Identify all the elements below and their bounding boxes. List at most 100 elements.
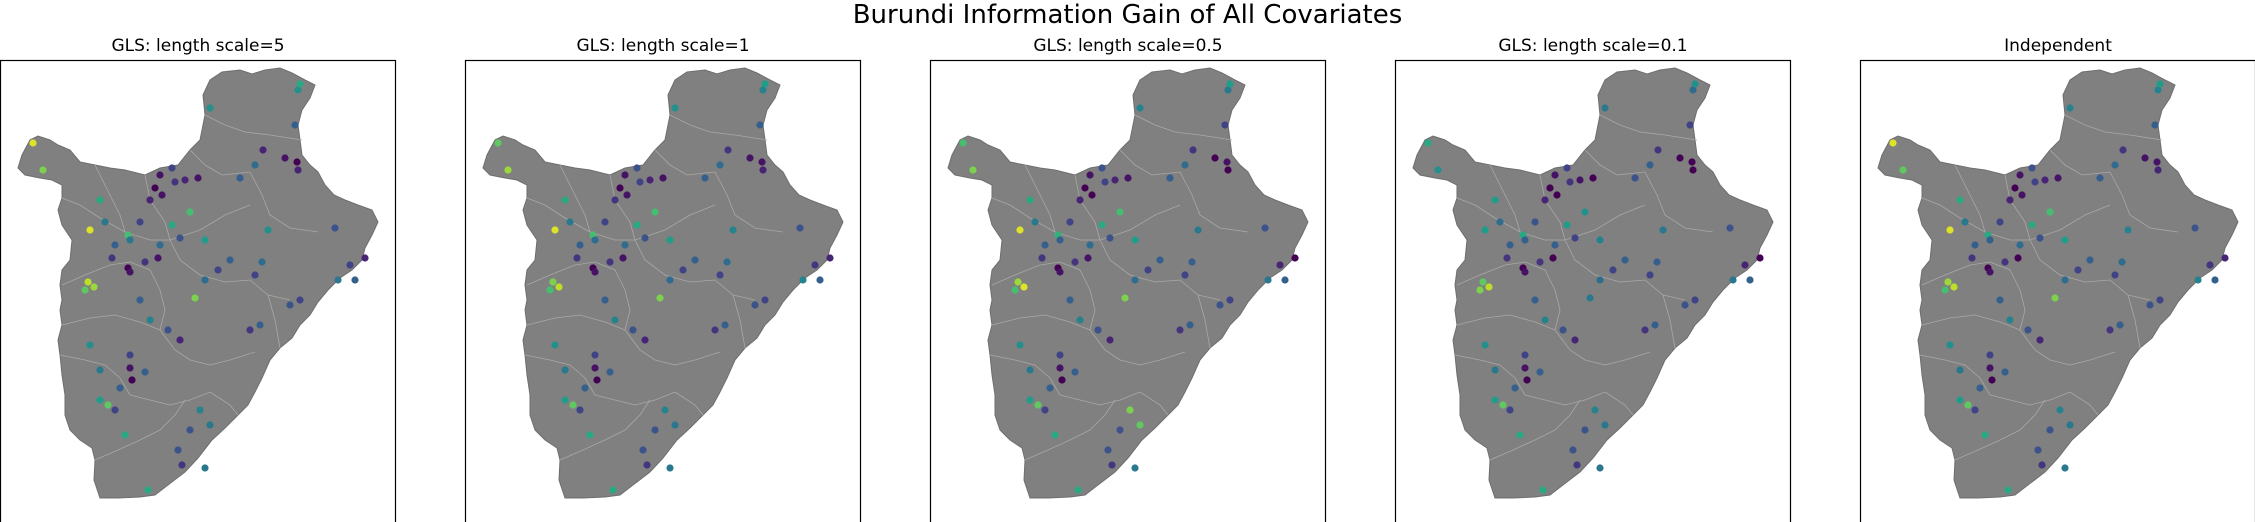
- data-point: [1956, 366, 1964, 374]
- data-point: [601, 296, 609, 304]
- data-point: [1601, 104, 1609, 112]
- data-point: [1563, 221, 1571, 229]
- data-point: [126, 268, 134, 276]
- data-point: [1076, 196, 1084, 204]
- data-point: [1056, 236, 1064, 244]
- data-point: [646, 176, 654, 184]
- data-point: [178, 461, 186, 469]
- data-point: [1689, 166, 1697, 174]
- data-point: [214, 266, 222, 274]
- data-point: [611, 316, 619, 324]
- data-point: [1596, 464, 1604, 472]
- data-point: [1106, 336, 1114, 344]
- data-point: [2106, 326, 2114, 334]
- data-point: [293, 158, 301, 166]
- data-point: [1106, 234, 1114, 242]
- data-point: [2096, 174, 2104, 182]
- data-point: [168, 221, 176, 229]
- data-point: [108, 254, 116, 262]
- data-point: [1956, 396, 1964, 404]
- data-point: [1988, 376, 1996, 384]
- data-point: [236, 174, 244, 182]
- data-point: [546, 286, 554, 294]
- data-point: [621, 171, 629, 179]
- data-point: [2011, 184, 2019, 192]
- province-border: [1921, 197, 2111, 241]
- data-point: [601, 218, 609, 226]
- data-point: [1156, 256, 1164, 264]
- province-border: [1139, 391, 1169, 416]
- data-point: [561, 396, 569, 404]
- panel-4: [1394, 59, 1792, 522]
- data-point: [1221, 121, 1229, 129]
- data-point: [1506, 241, 1514, 249]
- data-point: [1111, 176, 1119, 184]
- data-point: [104, 401, 112, 409]
- data-point: [1576, 176, 1584, 184]
- data-point: [1121, 294, 1129, 302]
- data-point: [1020, 283, 1028, 291]
- province-border: [59, 354, 131, 396]
- data-point: [1516, 431, 1524, 439]
- data-point: [1659, 226, 1667, 234]
- data-point: [1569, 446, 1577, 454]
- data-point: [636, 178, 644, 186]
- data-point: [2146, 301, 2154, 309]
- data-point: [264, 226, 272, 234]
- data-point: [39, 166, 47, 174]
- data-point: [86, 341, 94, 349]
- data-point: [1946, 341, 1954, 349]
- data-point: [2046, 208, 2054, 216]
- data-point: [176, 234, 184, 242]
- data-point: [691, 256, 699, 264]
- data-point: [101, 218, 109, 226]
- data-point: [1186, 321, 1194, 329]
- data-point: [576, 241, 584, 249]
- data-point: [1609, 266, 1617, 274]
- data-point: [811, 261, 819, 269]
- data-point: [2156, 80, 2164, 88]
- data-point: [2018, 191, 2026, 199]
- data-point: [334, 276, 342, 284]
- data-point: [751, 301, 759, 309]
- data-point: [2066, 421, 2074, 429]
- data-point: [291, 121, 299, 129]
- data-point: [1491, 366, 1499, 374]
- data-point: [799, 276, 807, 284]
- data-point: [756, 121, 764, 129]
- data-point: [2051, 294, 2059, 302]
- province-border: [1454, 354, 1526, 396]
- data-point: [1586, 294, 1594, 302]
- panel-title-4: GLS: length scale=0.1: [1498, 36, 1688, 56]
- data-point: [1653, 258, 1661, 266]
- data-point: [551, 341, 559, 349]
- data-point: [666, 236, 674, 244]
- data-point: [2118, 258, 2126, 266]
- data-point: [1034, 401, 1042, 409]
- data-point: [761, 296, 769, 304]
- data-point: [1551, 171, 1559, 179]
- data-point: [656, 294, 664, 302]
- data-point: [1056, 351, 1064, 359]
- data-point: [759, 166, 767, 174]
- data-point: [1098, 221, 1106, 229]
- data-point: [1621, 256, 1629, 264]
- data-point: [1086, 171, 1094, 179]
- data-point: [1546, 184, 1554, 192]
- data-point: [1226, 80, 1234, 88]
- data-point: [281, 154, 289, 162]
- data-point: [1496, 218, 1504, 226]
- data-point: [1131, 236, 1139, 244]
- panel-5: [1859, 59, 2255, 522]
- data-point: [294, 86, 302, 94]
- data-point: [86, 226, 94, 234]
- data-point: [294, 166, 302, 174]
- data-point: [593, 376, 601, 384]
- data-point: [1986, 236, 1994, 244]
- data-point: [2056, 406, 2064, 414]
- province-border: [1989, 391, 2071, 406]
- data-point: [1956, 196, 1964, 204]
- data-point: [2111, 161, 2119, 169]
- data-point: [1038, 254, 1046, 262]
- province-border: [1024, 164, 1056, 233]
